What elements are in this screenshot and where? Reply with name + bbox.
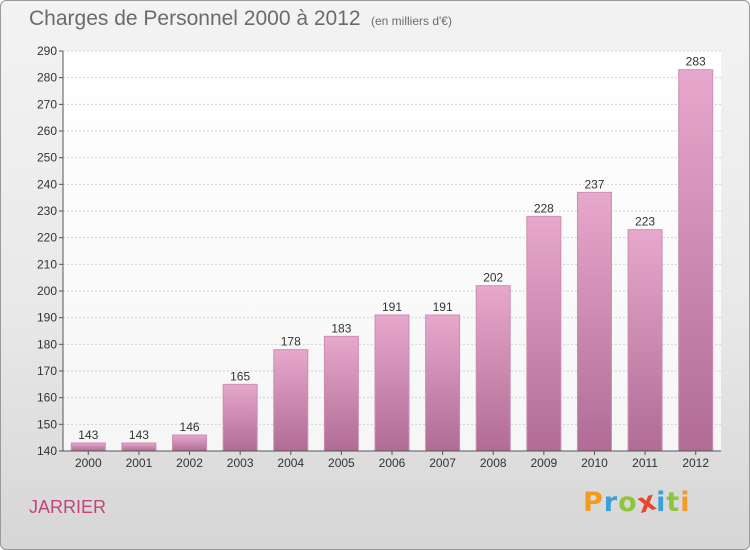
bar-value-label: 283 <box>686 55 706 69</box>
bar <box>526 215 562 452</box>
bar <box>222 383 258 452</box>
x-tick-label: 2008 <box>480 456 507 470</box>
x-tick-label: 2001 <box>126 456 153 470</box>
logo-letter: P <box>583 487 604 518</box>
bar-value-label: 191 <box>433 300 453 314</box>
x-tick-label: 2002 <box>176 456 203 470</box>
bar-value-label: 228 <box>534 201 554 215</box>
labels: 143 143 146 165 178 183 191 191 202 228 237 223 283 <box>78 55 706 442</box>
logo-letter: o <box>618 487 638 518</box>
bar-value-label: 143 <box>78 428 98 442</box>
y-tick-label: 270 <box>37 97 57 111</box>
y-tick-label: 290 <box>37 44 57 58</box>
y-tick-label: 260 <box>37 124 57 138</box>
bar <box>172 434 208 452</box>
y-tick-label: 150 <box>37 417 57 431</box>
bar <box>70 442 106 452</box>
bar-value-label: 143 <box>129 428 149 442</box>
chart-subtitle: (en milliers d'€) <box>371 14 452 28</box>
bar <box>273 349 309 452</box>
y-tick-label: 200 <box>37 284 57 298</box>
bar-value-label: 165 <box>230 369 250 383</box>
x-tick-label: 2006 <box>379 456 406 470</box>
y-tick-label: 190 <box>37 311 57 325</box>
logo-letter: i <box>680 487 691 518</box>
y-tick-label: 230 <box>37 204 57 218</box>
bar <box>627 229 663 452</box>
y-tick-label: 180 <box>37 337 57 351</box>
bar-value-label: 183 <box>331 321 351 335</box>
x-tick-label: 2005 <box>328 456 355 470</box>
bar-value-label: 191 <box>382 300 402 314</box>
y-tick-label: 240 <box>37 177 57 191</box>
axes: 140 150 160 170 180 190 200 210 220 230 240 250 260 2… <box>37 44 721 470</box>
x-tick-label: 2009 <box>530 456 557 470</box>
bar <box>425 314 461 452</box>
bar-value-label: 223 <box>635 215 655 229</box>
y-tick-label: 220 <box>37 231 57 245</box>
y-tick-label: 250 <box>37 151 57 165</box>
town-name: JARRIER <box>29 497 107 517</box>
bar-value-label: 237 <box>584 177 604 191</box>
x-tick-label: 2012 <box>682 456 709 470</box>
bar <box>475 285 511 452</box>
x-tick-label: 2000 <box>75 456 102 470</box>
x-tick-label: 2003 <box>227 456 254 470</box>
bar-value-label: 178 <box>281 335 301 349</box>
bar-value-label: 146 <box>180 420 200 434</box>
y-tick-label: 140 <box>37 444 57 458</box>
bars <box>70 69 714 452</box>
bar <box>678 69 714 452</box>
x-tick-label: 2004 <box>277 456 304 470</box>
bar <box>323 335 359 452</box>
bar <box>374 314 410 452</box>
y-tick-label: 210 <box>37 257 57 271</box>
x-tick-label: 2007 <box>429 456 456 470</box>
y-tick-label: 170 <box>37 364 57 378</box>
x-tick-label: 2010 <box>581 456 608 470</box>
chart-title: Charges de Personnel 2000 à 2012 <box>29 7 361 30</box>
y-tick-label: 160 <box>37 391 57 405</box>
bar <box>576 191 612 452</box>
logo-letter: t <box>666 487 681 518</box>
bar <box>121 442 157 452</box>
bar-value-label: 202 <box>483 271 503 285</box>
logo-letter: i <box>656 487 667 518</box>
x-tick-label: 2011 <box>632 456 658 470</box>
logo-letter: r <box>603 487 619 518</box>
proxiti-logo: Proxiti <box>583 485 691 520</box>
y-tick-label: 280 <box>37 71 57 85</box>
